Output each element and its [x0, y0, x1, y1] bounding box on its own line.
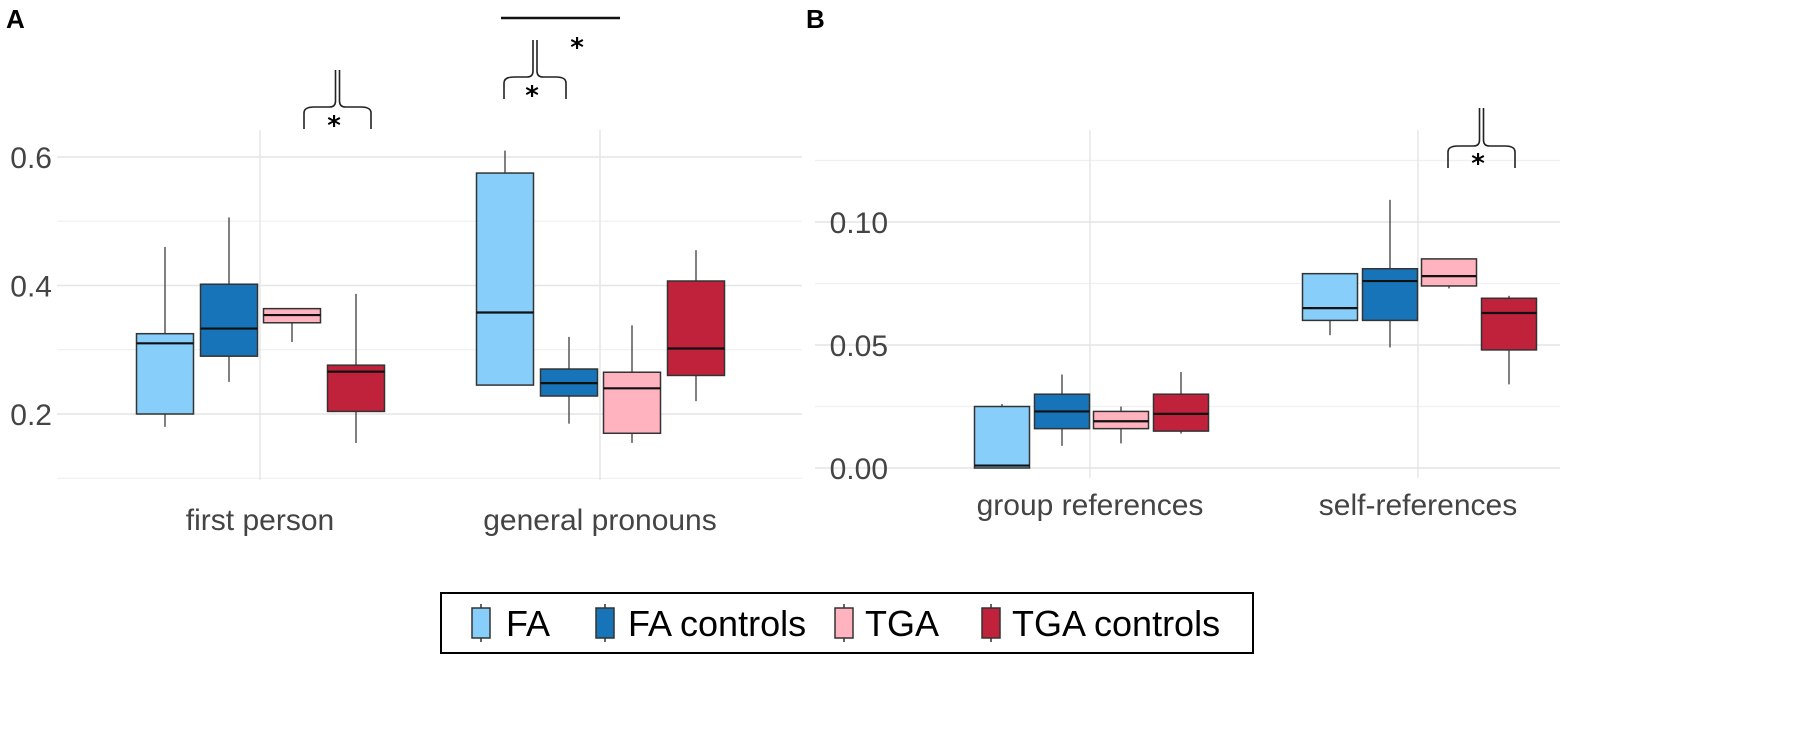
panel-b-box-fa-group-references-iqr	[973, 405, 1031, 469]
panel-b-box-tga-controls-group-references-iqr	[1152, 393, 1210, 432]
panel-b-x-tick-label: self-references	[1319, 489, 1517, 522]
panel-a-sig-bracket-first-person	[303, 70, 372, 129]
panel-b-y-tick-label: 0.10	[830, 207, 888, 240]
panel-a-box-fa-general-pronouns	[475, 150, 535, 386]
panel-b-box-fa-controls-group-references	[1033, 374, 1091, 446]
panel-a-plot: 0.2 0.4 0.6 first person general pronouns * * *	[10, 16, 802, 537]
legend-swatch-fa-controls	[595, 607, 615, 639]
panel-a-y-tick-label: 0.2	[10, 399, 52, 432]
panel-b-x-tick-label: group references	[977, 489, 1204, 522]
panel-a-y-tick-label: 0.4	[10, 271, 52, 304]
legend: FA FA controls TGA TGA controls	[440, 592, 1254, 654]
panel-b-sig-bracket-self-references	[1447, 108, 1516, 168]
panel-a-y-tick-label: 0.6	[10, 142, 52, 175]
panel-b-box-fa-controls-self-references-iqr	[1361, 267, 1419, 322]
panel-b-sig-star-self-references: *	[1471, 149, 1485, 179]
panel-a-box-tga-general-pronouns-iqr	[602, 371, 662, 435]
panel-b-box-tga-group-references	[1092, 406, 1150, 444]
panel-a-x-tick-label: first person	[186, 504, 334, 537]
panel-b-box-tga-self-references	[1420, 258, 1478, 289]
legend-label-fa: FA	[506, 603, 550, 644]
panel-label-b: B	[806, 4, 825, 34]
panel-b-y-tick-label: 0.00	[830, 453, 888, 486]
panel-b-box-tga-controls-group-references	[1152, 372, 1210, 434]
panel-b-box-fa-self-references-iqr	[1301, 272, 1359, 322]
legend-label-tga-controls: TGA controls	[1012, 603, 1220, 644]
panel-b-box-tga-self-references-iqr	[1420, 258, 1478, 287]
panel-b-box-tga-controls-self-references-iqr	[1480, 297, 1538, 351]
panel-a-box-fa-first-person-iqr	[135, 332, 195, 415]
panel-a-box-fa-controls-general-pronouns	[539, 336, 599, 424]
panel-a-sig-bracket-general-pronouns	[503, 40, 567, 99]
legend-item-tga: TGA	[834, 603, 939, 644]
panel-a-box-fa-general-pronouns-iqr	[475, 172, 535, 386]
panel-b-box-fa-self-references	[1301, 272, 1359, 336]
panel-a-sig-star-first-person: *	[327, 111, 341, 141]
panel-a-box-fa-first-person	[135, 246, 195, 427]
panel-a-box-tga-controls-first-person	[326, 293, 386, 443]
panel-a-sig-star-general-pronouns: *	[525, 81, 539, 111]
panel-a-box-tga-controls-general-pronouns-iqr	[666, 280, 726, 377]
panel-b-box-fa-group-references	[973, 404, 1031, 469]
panel-label-a: A	[6, 4, 25, 34]
panel-a-x-tick-label: general pronouns	[483, 504, 717, 537]
legend-swatch-tga-controls	[981, 607, 1001, 639]
panel-a-box-tga-first-person	[262, 307, 322, 343]
panel-b-box-tga-group-references-iqr	[1092, 410, 1150, 430]
panel-a-box-fa-controls-first-person-iqr	[199, 283, 259, 357]
panel-b-plot: 0.00 0.05 0.10 group references self-referen…	[815, 108, 1560, 522]
legend-item-tga-controls: TGA controls	[981, 603, 1220, 644]
legend-item-fa: FA	[471, 603, 550, 644]
legend-swatch-fa	[471, 607, 491, 639]
panel-a-box-tga-controls-general-pronouns	[666, 250, 726, 402]
panel-a-sig-star-interaction: *	[570, 33, 584, 63]
panel-a-box-fa-controls-first-person	[199, 217, 259, 382]
legend-label-tga: TGA	[865, 603, 939, 644]
panel-a-box-tga-general-pronouns	[602, 325, 662, 443]
legend-label-fa-controls: FA controls	[628, 603, 806, 644]
panel-b-box-tga-controls-self-references	[1480, 295, 1538, 385]
panel-b-box-fa-controls-self-references	[1361, 199, 1419, 348]
panel-b-y-tick-label: 0.05	[830, 330, 888, 363]
panel-a-box-tga-controls-first-person-iqr	[326, 364, 386, 413]
legend-item-fa-controls: FA controls	[595, 603, 806, 644]
legend-swatch-tga	[834, 607, 854, 639]
